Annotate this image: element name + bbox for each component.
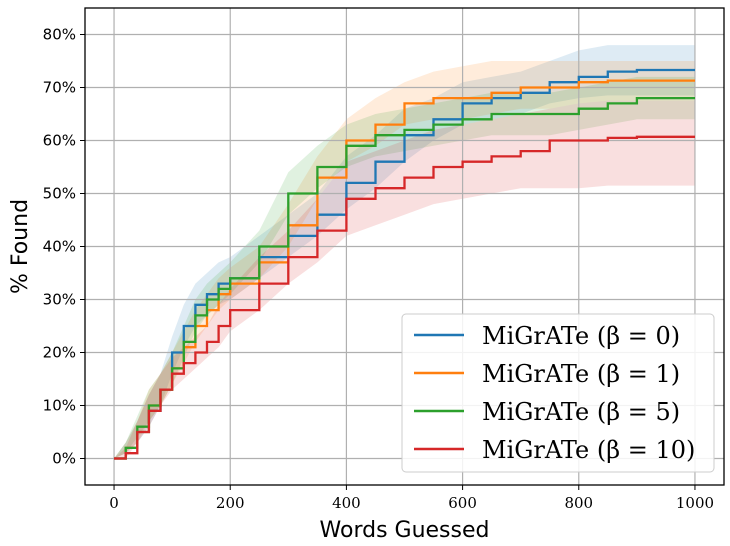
legend-label: MiGrATe (β = 10) xyxy=(482,436,695,464)
axis-ticks: 0 200 400 600 800 1000 0% 10% 20% 30% 40% 50% 60% 70%… xyxy=(43,26,714,513)
y-axis-label: % Found xyxy=(8,199,33,294)
x-tick-label: 800 xyxy=(564,494,593,512)
y-tick-label: 0% xyxy=(52,450,76,468)
y-tick-label: 10% xyxy=(43,397,76,415)
x-tick-label: 400 xyxy=(332,494,361,512)
y-tick-label: 70% xyxy=(43,79,76,97)
line-series-3 xyxy=(114,135,695,460)
y-tick-label: 40% xyxy=(43,238,76,256)
y-tick-label: 20% xyxy=(43,344,76,362)
legend: MiGrATe (β = 0) MiGrATe (β = 1) MiGrATe (β… xyxy=(401,313,715,473)
x-tick-label: 200 xyxy=(216,494,245,512)
y-tick-label: 60% xyxy=(43,132,76,150)
legend-label: MiGrATe (β = 5) xyxy=(482,398,680,426)
y-tick-label: 80% xyxy=(43,26,76,44)
legend-label: MiGrATe (β = 0) xyxy=(482,322,680,350)
x-axis-label: Words Guessed xyxy=(320,518,490,543)
x-tick-label: 1000 xyxy=(676,494,714,512)
legend-frame xyxy=(401,313,715,473)
y-tick-label: 50% xyxy=(43,185,76,203)
x-tick-label: 0 xyxy=(109,494,119,512)
x-tick-label: 600 xyxy=(448,494,477,512)
y-tick-label: 30% xyxy=(43,291,76,309)
legend-label: MiGrATe (β = 1) xyxy=(482,360,680,388)
band-series-0 xyxy=(114,45,695,459)
series-lines xyxy=(114,68,695,460)
